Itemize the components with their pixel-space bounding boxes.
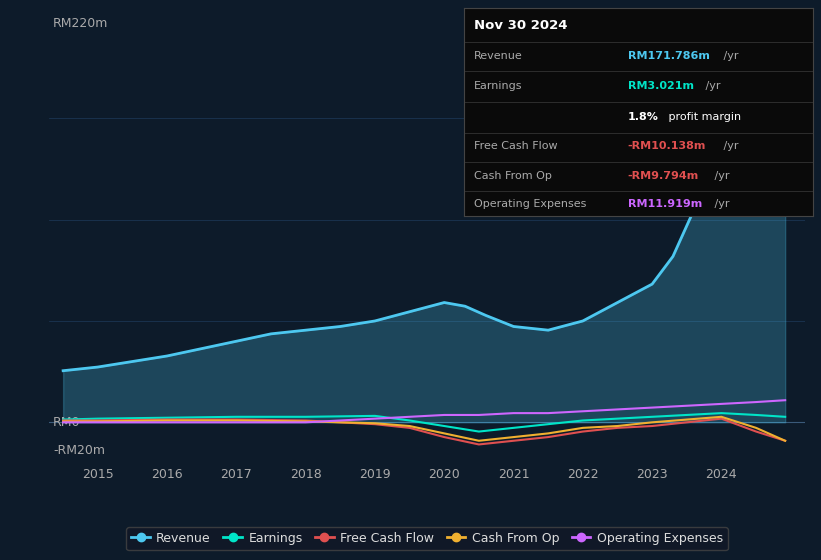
Text: /yr: /yr xyxy=(711,199,729,209)
Text: RM3.021m: RM3.021m xyxy=(628,81,694,91)
Legend: Revenue, Earnings, Free Cash Flow, Cash From Op, Operating Expenses: Revenue, Earnings, Free Cash Flow, Cash … xyxy=(126,528,727,550)
Text: Earnings: Earnings xyxy=(475,81,523,91)
Text: 1.8%: 1.8% xyxy=(628,112,658,122)
Text: RM171.786m: RM171.786m xyxy=(628,51,709,61)
Text: RM220m: RM220m xyxy=(53,17,108,30)
Text: Free Cash Flow: Free Cash Flow xyxy=(475,141,558,151)
Text: /yr: /yr xyxy=(702,81,720,91)
Text: /yr: /yr xyxy=(720,141,738,151)
Text: RM0: RM0 xyxy=(53,416,80,429)
Text: RM11.919m: RM11.919m xyxy=(628,199,702,209)
Text: Revenue: Revenue xyxy=(475,51,523,61)
Text: /yr: /yr xyxy=(720,51,738,61)
Text: /yr: /yr xyxy=(711,171,729,181)
Text: Cash From Op: Cash From Op xyxy=(475,171,553,181)
Text: -RM20m: -RM20m xyxy=(53,444,105,457)
Text: Nov 30 2024: Nov 30 2024 xyxy=(475,18,568,32)
Text: Operating Expenses: Operating Expenses xyxy=(475,199,587,209)
Text: -RM9.794m: -RM9.794m xyxy=(628,171,699,181)
Text: profit margin: profit margin xyxy=(665,112,741,122)
Text: -RM10.138m: -RM10.138m xyxy=(628,141,706,151)
